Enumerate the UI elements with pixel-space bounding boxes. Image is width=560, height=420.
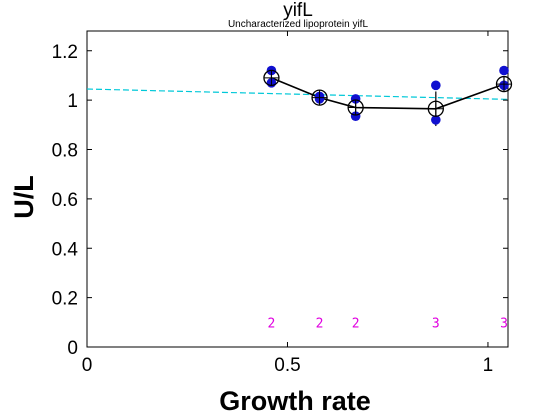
chart-subtitle: Uncharacterized lipoprotein yifL bbox=[228, 19, 369, 30]
replicate-point bbox=[431, 81, 441, 91]
fit-line bbox=[87, 89, 508, 99]
chart-title: yifL bbox=[283, 0, 313, 21]
count-label: 3 bbox=[500, 316, 508, 331]
x-tick-label: 0 bbox=[82, 355, 93, 376]
mean-line-group bbox=[271, 78, 504, 109]
x-tick-label: 0.5 bbox=[274, 355, 300, 376]
y-tick-label: 0.4 bbox=[52, 239, 79, 260]
y-tick-label: 1 bbox=[67, 91, 78, 112]
y-tick-label: 0.2 bbox=[52, 289, 78, 310]
count-label: 2 bbox=[352, 316, 360, 331]
mean-markers bbox=[264, 70, 512, 116]
y-tick-label: 1.2 bbox=[52, 42, 78, 63]
count-label: 2 bbox=[268, 316, 276, 331]
y-tick-label: 0 bbox=[67, 338, 78, 359]
count-label: 3 bbox=[432, 316, 440, 331]
fit-line-group bbox=[87, 89, 508, 99]
replicate-point bbox=[499, 66, 509, 76]
y-axis-label: U/L bbox=[9, 175, 39, 219]
y-axis-ticks: 0 0.2 0.4 0.6 0.8 1 1.2 bbox=[52, 42, 508, 359]
x-axis-label: Growth rate bbox=[219, 386, 371, 416]
count-labels: 2 2 2 3 3 bbox=[268, 316, 508, 331]
x-tick-label: 1 bbox=[483, 355, 494, 376]
plot-area bbox=[87, 31, 508, 347]
y-tick-label: 0.8 bbox=[52, 141, 78, 162]
count-label: 2 bbox=[316, 316, 324, 331]
y-tick-label: 0.6 bbox=[52, 190, 78, 211]
mean-line bbox=[271, 78, 504, 109]
